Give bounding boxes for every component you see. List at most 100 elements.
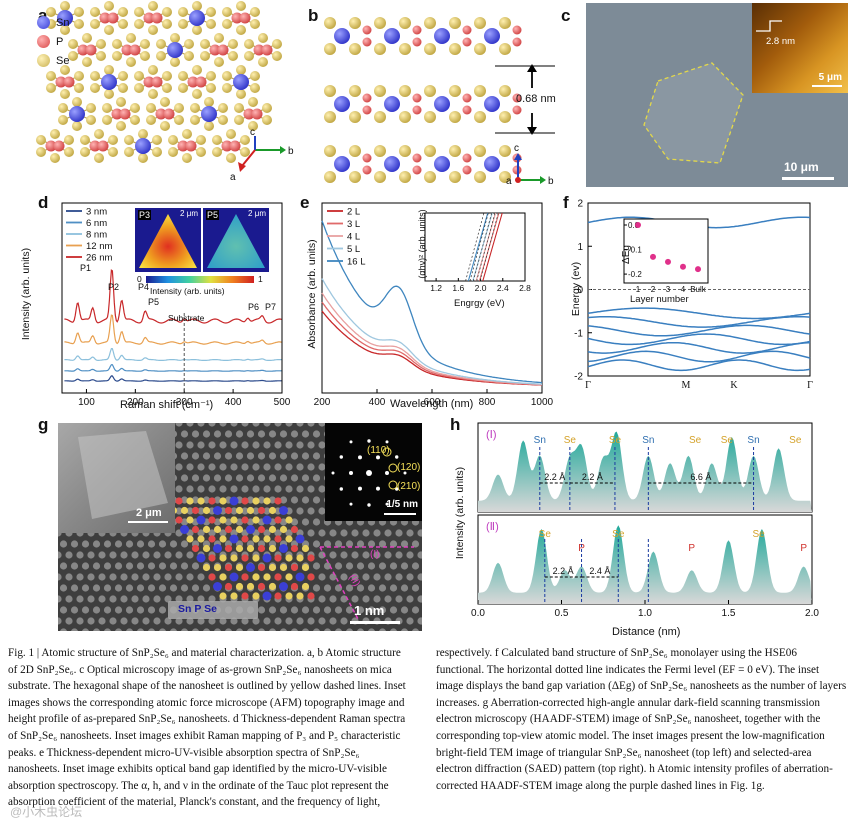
model-atom-sn [180,525,189,534]
stem-spot [285,617,293,625]
axis-b-label: b [548,176,554,187]
stem-spot [103,584,112,592]
model-atom-se [230,516,238,524]
se-atom [90,83,100,93]
stem-spot [340,573,348,581]
stem-spot [318,595,326,603]
stem-spot [318,507,326,515]
se-atom [148,65,158,75]
p-atom [462,37,472,47]
stem-spot [103,540,112,548]
se-atom [474,85,486,97]
k-label: M [682,380,691,391]
f-inset-ylabel: ΔEg [620,245,632,264]
stem-spot [153,551,161,559]
stem-spot [92,540,101,548]
p-atom [111,108,123,120]
saed-spot [376,455,380,460]
se-atom [104,65,114,75]
stem-spot [208,617,216,625]
stem-spot [318,423,326,427]
stem-spot [351,595,359,603]
arrow-up-head [527,64,537,72]
model-atom-p [224,506,233,515]
stem-spot [334,606,343,614]
se-atom [200,39,210,49]
model-atom-sn [279,582,288,591]
axis-b-arrow [280,146,286,154]
se-atom [474,171,486,183]
atom-legend-text: Sn P Se [178,603,217,615]
stem-spot [158,606,167,614]
model-atom-se [268,582,277,591]
stem-spot [76,595,84,603]
stem-spot [263,529,271,537]
inset-ytick-label: -0.1 [628,246,642,255]
stem-spot [180,452,189,460]
stem-spot [389,540,398,548]
axis-c-label: c [250,127,255,138]
p-atom [512,93,522,103]
axis-a-arrow [238,162,246,172]
stem-spot [224,452,233,460]
stem-spot [230,485,238,493]
figure-caption-right: respectively. f Calculated band structur… [436,645,847,794]
p-atom [231,12,243,24]
stem-spot [274,529,282,537]
model-atom-se [235,506,244,515]
panel-b-structure: c a b [324,17,555,187]
stem-spot [186,595,194,603]
raman-series-1 [64,364,282,372]
stem-spot [235,474,244,482]
stem-spot [65,617,73,625]
se-atom [196,147,206,157]
stem-spot [125,540,134,548]
model-atom-se [252,535,260,543]
se-atom [68,51,78,61]
stem-spot [367,606,376,614]
se-atom [178,71,188,81]
stem-spot [340,617,348,625]
stem-spot [296,485,304,493]
stem-spot [197,595,205,603]
stem-spot [323,584,332,592]
se-atom [124,135,134,145]
se-atom [138,129,148,139]
stem-spot [329,595,337,603]
stem-spot [340,529,348,537]
stem-spot [318,485,326,493]
p-atom [177,140,189,152]
se-atom [82,57,92,67]
stem-spot [378,606,387,614]
model-atom-p [191,525,200,534]
stem-spot [191,430,200,438]
saed-120: (120) [397,462,421,473]
se-atom [134,19,144,29]
distance-label: 2.2 Å [553,566,574,576]
stem-spot [125,562,134,570]
atom-label-sn: Sn [642,435,654,446]
se-atom [236,1,246,11]
model-atom-p [307,592,315,600]
stem-spot [191,562,200,570]
caption-right-text: respectively. f Calculated band structur… [436,647,847,792]
se-atom [148,1,158,11]
stem-spot [312,496,321,504]
stem-spot [395,551,403,559]
stem-spot [219,529,227,537]
panel-h-label: h [450,415,461,434]
stem-spot [373,573,381,581]
stem-spot [362,529,370,537]
se-atom [80,147,90,157]
stem-spot [307,529,315,537]
scalebar [782,177,834,180]
se-atom [46,71,56,81]
stem-spot [258,628,265,631]
se-atom [374,43,386,55]
se-atom [240,147,250,157]
stem-spot [59,540,68,548]
model-atom-se [263,535,271,543]
model-atom-p [257,544,266,553]
sn-atom [434,156,450,172]
